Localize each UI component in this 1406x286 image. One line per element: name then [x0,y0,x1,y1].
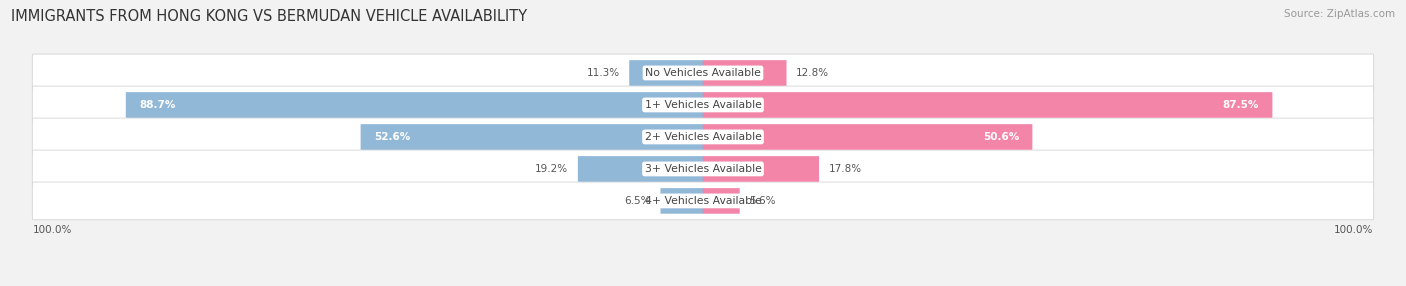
Text: 11.3%: 11.3% [586,68,620,78]
Text: 100.0%: 100.0% [1333,225,1372,235]
Text: No Vehicles Available: No Vehicles Available [645,68,761,78]
Text: 17.8%: 17.8% [828,164,862,174]
Text: Source: ZipAtlas.com: Source: ZipAtlas.com [1284,9,1395,19]
Text: 88.7%: 88.7% [139,100,176,110]
FancyBboxPatch shape [703,188,740,214]
Text: 50.6%: 50.6% [983,132,1019,142]
FancyBboxPatch shape [32,86,1374,124]
Text: 5.6%: 5.6% [749,196,776,206]
FancyBboxPatch shape [703,60,786,86]
FancyBboxPatch shape [360,124,703,150]
Text: 2+ Vehicles Available: 2+ Vehicles Available [644,132,762,142]
Text: 87.5%: 87.5% [1223,100,1260,110]
FancyBboxPatch shape [703,156,820,182]
Text: IMMIGRANTS FROM HONG KONG VS BERMUDAN VEHICLE AVAILABILITY: IMMIGRANTS FROM HONG KONG VS BERMUDAN VE… [11,9,527,23]
Text: 6.5%: 6.5% [624,196,651,206]
FancyBboxPatch shape [32,118,1374,156]
Text: 19.2%: 19.2% [536,164,568,174]
FancyBboxPatch shape [32,54,1374,92]
Text: 4+ Vehicles Available: 4+ Vehicles Available [644,196,762,206]
Text: 1+ Vehicles Available: 1+ Vehicles Available [644,100,762,110]
FancyBboxPatch shape [630,60,703,86]
Text: 52.6%: 52.6% [374,132,411,142]
FancyBboxPatch shape [125,92,703,118]
FancyBboxPatch shape [703,92,1272,118]
FancyBboxPatch shape [703,124,1032,150]
Text: 100.0%: 100.0% [34,225,73,235]
FancyBboxPatch shape [578,156,703,182]
Text: 12.8%: 12.8% [796,68,830,78]
FancyBboxPatch shape [32,150,1374,188]
FancyBboxPatch shape [661,188,703,214]
FancyBboxPatch shape [32,182,1374,220]
Text: 3+ Vehicles Available: 3+ Vehicles Available [644,164,762,174]
